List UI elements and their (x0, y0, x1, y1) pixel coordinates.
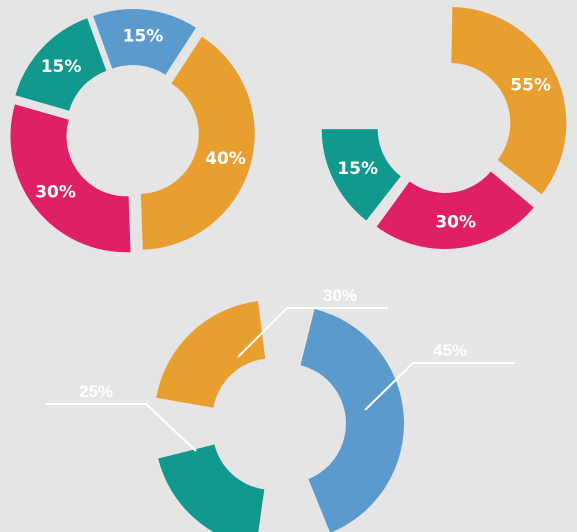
slice-3-1 (300, 308, 404, 532)
slice-label-2-3: 15% (337, 159, 378, 179)
slice-arc-2-1 (451, 7, 567, 195)
slice-label-3-1: 45% (433, 341, 467, 360)
slice-arc-1-1 (140, 36, 255, 250)
slice-1-2: 30% (10, 104, 131, 253)
slice-arc-1-4 (93, 9, 196, 75)
slice-3-2 (158, 444, 265, 532)
donut-chart-full: 40% 30% 15% 15% (10, 9, 255, 253)
leader-line-3 (237, 307, 388, 358)
slice-3-3 (156, 301, 266, 408)
slice-label-3-2: 25% (79, 382, 113, 401)
slice-2-1: 55% (451, 7, 567, 195)
slice-1-4: 15% (93, 9, 196, 75)
slice-2-2: 30% (376, 171, 534, 249)
slice-arc-2-3 (321, 129, 401, 221)
donut-chart-partial: 55% 30% 15% (321, 7, 567, 249)
slice-1-3: 15% (15, 18, 107, 111)
slice-arc-3-1 (300, 308, 404, 532)
slice-label-1-3: 15% (41, 57, 82, 77)
slice-1-1: 40% (140, 36, 255, 250)
slice-arc-2-2 (376, 171, 534, 249)
donut-chart-leader-lines: 45% 25% 30% (45, 286, 515, 532)
slice-label-2-2: 30% (435, 212, 476, 232)
slice-label-3-3: 30% (323, 286, 357, 305)
slice-label-1-2: 30% (35, 183, 76, 203)
slice-arc-3-3 (156, 301, 266, 408)
slice-label-1-4: 15% (123, 27, 164, 47)
slice-2-3: 15% (321, 129, 401, 221)
slice-arc-3-2 (158, 444, 265, 532)
leader-line-1 (364, 362, 515, 411)
slice-label-1-1: 40% (205, 149, 246, 169)
slice-arc-1-3 (15, 18, 107, 111)
leader-line-2 (45, 403, 197, 452)
slice-arc-1-2 (10, 104, 131, 253)
slice-label-2-1: 55% (510, 76, 551, 96)
